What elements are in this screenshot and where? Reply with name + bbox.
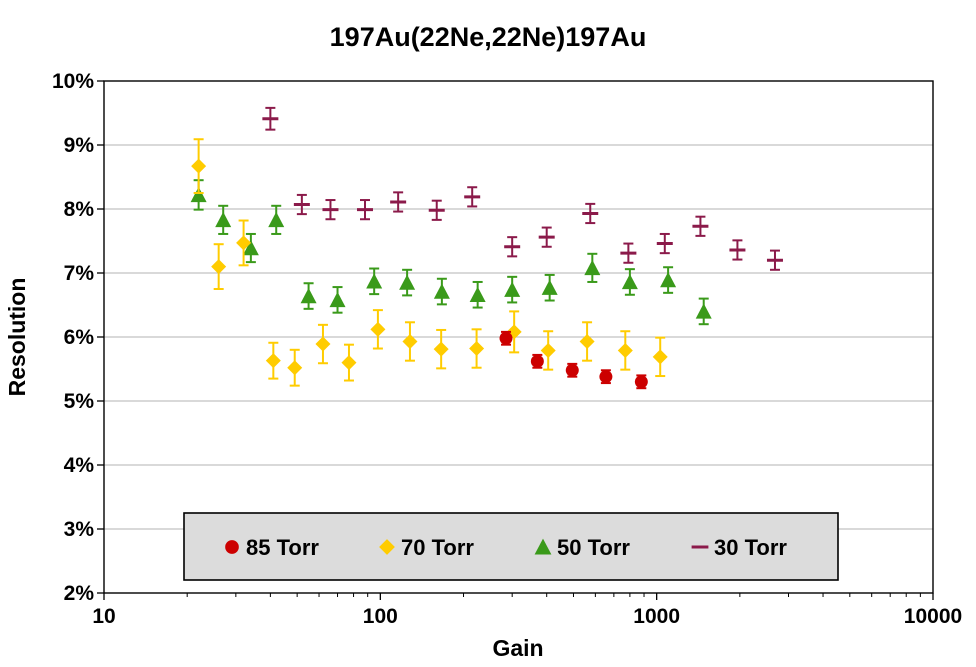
y-axis-label: Resolution xyxy=(4,278,30,397)
legend-label: 85 Torr xyxy=(246,535,319,560)
y-tick-label: 5% xyxy=(64,390,95,413)
data-point xyxy=(504,281,521,297)
data-point xyxy=(534,538,552,555)
y-tick-label: 2% xyxy=(64,582,95,605)
y-tick-label: 4% xyxy=(64,454,95,477)
data-point xyxy=(617,342,633,358)
data-point xyxy=(634,375,648,389)
data-point xyxy=(433,341,449,357)
y-axis-ticks: 2% 3% 4% 5% 6% 7% 8% 9% 10% xyxy=(52,70,104,605)
x-axis-label: Gain xyxy=(492,635,543,661)
y-tick-label: 8% xyxy=(64,198,95,221)
series-30-torr xyxy=(262,106,783,271)
chart-title: 197Au(22Ne,22Ne)197Au xyxy=(330,22,647,52)
data-point xyxy=(366,273,383,289)
data-point xyxy=(329,291,346,308)
data-point xyxy=(341,355,357,371)
data-point xyxy=(579,333,595,349)
legend-label: 30 Torr xyxy=(714,535,787,560)
data-point xyxy=(265,353,281,369)
legend-label: 50 Torr xyxy=(557,535,630,560)
data-point xyxy=(565,363,579,377)
data-point xyxy=(621,273,638,290)
data-point xyxy=(433,283,450,299)
data-point xyxy=(541,279,558,295)
data-point xyxy=(242,240,259,256)
legend-item: 85 Torr xyxy=(225,535,319,560)
data-point xyxy=(584,259,601,276)
data-point xyxy=(191,158,207,174)
data-point xyxy=(402,333,418,349)
x-tick-label: 10 xyxy=(92,605,115,628)
data-point xyxy=(540,342,556,358)
legend-item: 70 Torr xyxy=(379,535,474,560)
data-point xyxy=(287,360,303,376)
series-85-torr xyxy=(499,330,648,390)
y-tick-label: 6% xyxy=(64,326,95,349)
data-point xyxy=(268,211,285,228)
x-tick-label: 100 xyxy=(363,605,398,628)
data-point xyxy=(370,321,386,337)
data-point xyxy=(599,370,613,384)
data-point xyxy=(660,272,677,288)
y-tick-label: 9% xyxy=(64,134,95,157)
series-70-torr xyxy=(191,138,668,387)
data-point xyxy=(399,274,416,290)
data-point xyxy=(530,354,544,368)
data-point xyxy=(211,259,227,275)
data-point xyxy=(695,303,712,319)
y-tick-label: 7% xyxy=(64,262,95,285)
data-point xyxy=(236,235,252,251)
data-point xyxy=(652,349,668,365)
data-series xyxy=(190,106,783,390)
x-tick-label: 10000 xyxy=(904,605,962,628)
y-tick-label: 3% xyxy=(64,518,95,541)
legend-item: 30 Torr xyxy=(691,535,787,560)
data-point xyxy=(300,288,317,304)
legend: 85 Torr 70 Torr 50 Torr 30 Torr xyxy=(183,512,839,581)
x-tick-label: 1000 xyxy=(633,605,680,628)
x-axis-ticks: 10 100 1000 10000 xyxy=(92,593,962,628)
gridlines xyxy=(104,144,933,530)
data-point xyxy=(315,336,331,352)
data-point xyxy=(469,341,485,357)
legend-item: 50 Torr xyxy=(534,535,630,560)
data-point xyxy=(190,186,207,203)
y-tick-label: 10% xyxy=(52,70,94,93)
data-point xyxy=(215,211,232,228)
data-point xyxy=(379,539,395,555)
legend-box xyxy=(183,512,839,581)
data-point xyxy=(469,286,486,302)
legend-label: 70 Torr xyxy=(401,535,474,560)
series-50-torr xyxy=(190,179,712,326)
data-point xyxy=(225,540,239,554)
data-point xyxy=(499,331,513,345)
